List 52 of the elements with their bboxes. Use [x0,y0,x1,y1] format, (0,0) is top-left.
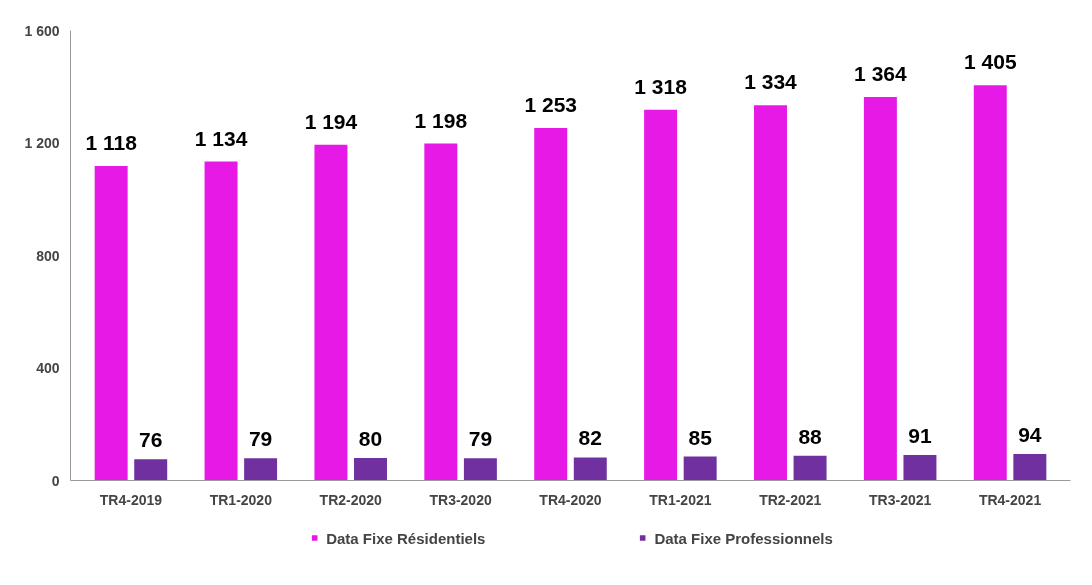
bar [534,128,568,481]
data-label: 1 134 [194,126,248,150]
data-label: 79 [468,427,493,451]
bar [204,161,238,481]
data-label: 1 405 [964,50,1017,74]
data-label: 1 334 [744,70,798,94]
data-label: 1 318 [634,74,688,98]
data-label: 1 198 [414,108,468,132]
x-tick-label: TR4-2019 [99,491,163,508]
bar [354,458,387,481]
bar [1013,454,1047,481]
bar [793,455,827,481]
y-tick-label: 400 [36,360,60,376]
data-label: 82 [578,426,602,450]
data-label: 88 [798,424,823,448]
bar [134,459,168,481]
bar [573,457,607,481]
bar [683,456,717,481]
data-label: 76 [139,428,163,452]
data-label: 1 118 [85,131,138,155]
y-tick-label: 800 [36,247,60,264]
data-label: 85 [688,425,713,449]
y-tick-label: 0 [51,472,60,489]
data-label: 94 [1018,423,1042,447]
x-tick-label: TR4-2021 [978,491,1042,508]
data-label: 79 [248,427,273,451]
y-tick-label: 1 600 [24,22,60,39]
bar [244,458,278,481]
bar [863,96,897,481]
data-label: 80 [358,427,383,450]
x-tick-label: TR1-2021 [649,491,712,508]
data-label: 1 253 [524,93,578,117]
y-tick-label: 1 200 [24,135,60,151]
x-tick-label: TR4-2020 [539,491,602,508]
legend-label: Data Fixe Professionnels [654,529,833,546]
x-tick-label: TR1-2020 [209,491,273,508]
legend-label: Data Fixe Résidentiels [326,529,486,546]
bar [903,454,937,481]
x-tick-label: TR2-2021 [759,491,822,508]
x-tick-label: TR3-2020 [429,491,492,508]
bar [754,105,787,481]
bar [314,144,348,481]
bar [94,166,128,481]
bar [644,109,678,481]
data-label: 1 364 [854,61,907,85]
data-label: 1 194 [304,109,358,133]
data-label: 91 [908,423,932,447]
x-tick-label: TR3-2021 [869,491,932,508]
bar [463,458,497,481]
bar [424,143,458,481]
x-tick-label: TR2-2020 [319,491,383,508]
bar [973,85,1007,481]
